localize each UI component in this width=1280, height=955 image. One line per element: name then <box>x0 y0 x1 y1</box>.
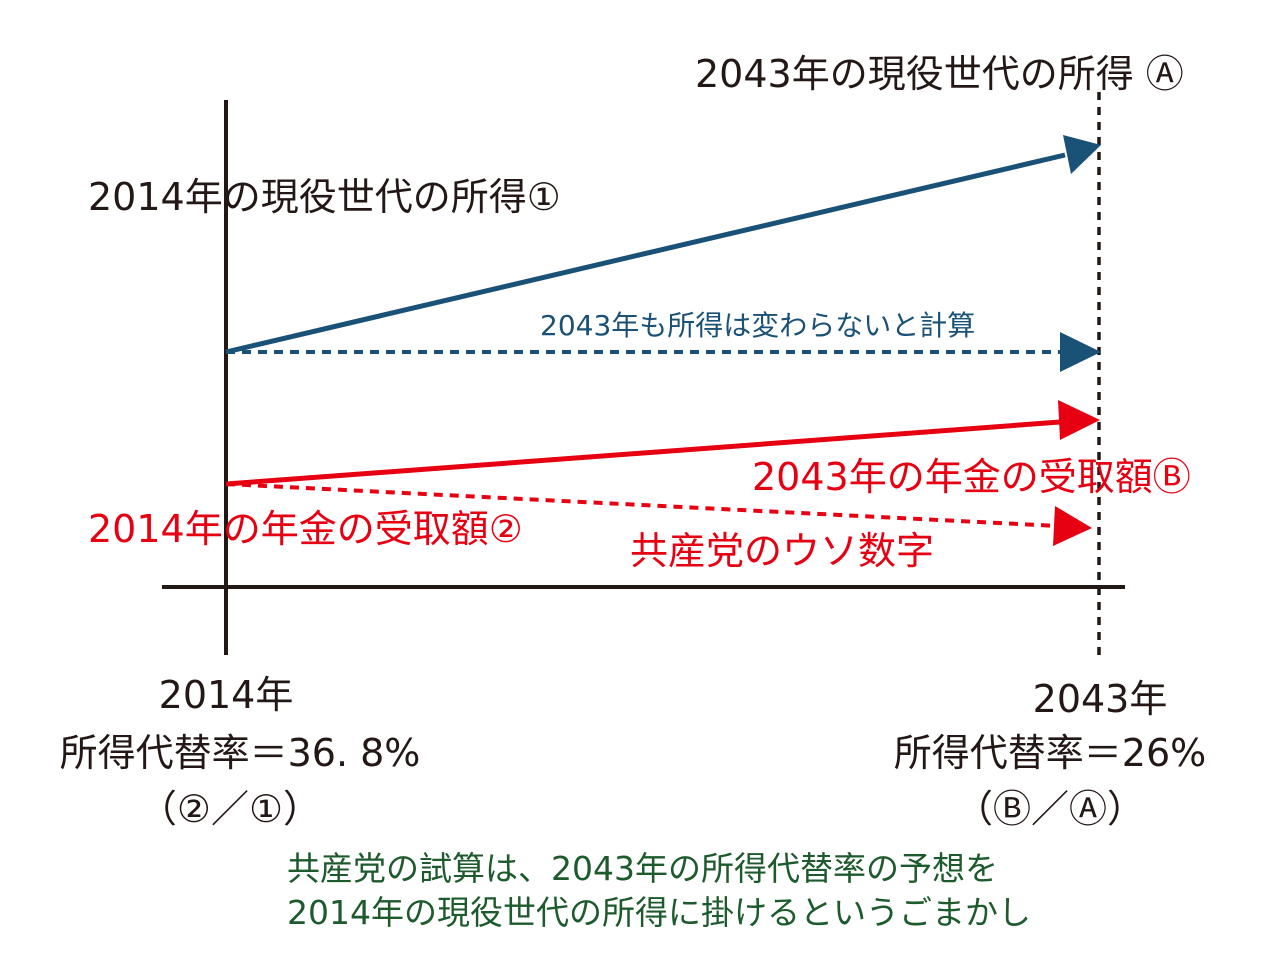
income-flat-arrowhead <box>1060 332 1101 372</box>
pension-rising-line <box>225 419 1061 487</box>
pension-rising-arrowhead <box>1058 400 1100 440</box>
income-rising-arrowhead <box>1063 135 1101 174</box>
label-lie-figure: 共産党のウソ数字 <box>630 529 935 573</box>
left-axis-formula: （②／①） <box>138 787 322 831</box>
label-income-flat: 2043年も所得は変わらないと計算 <box>540 309 976 342</box>
right-axis-year: 2043年 <box>1032 677 1168 721</box>
label-pension-2014: 2014年の年金の受取額② <box>88 507 523 551</box>
footnote-line-2: 2014年の現役世代の所得に掛けるというごまかし <box>287 893 1031 932</box>
pension-falling-arrowhead <box>1053 506 1092 546</box>
income-rising-line <box>225 152 1066 355</box>
label-pension-2043: 2043年の年金の受取額Ⓑ <box>752 455 1191 499</box>
right-axis-rate: 所得代替率＝26% <box>893 731 1207 775</box>
pension-falling-line <box>225 482 1059 528</box>
left-axis-rate: 所得代替率＝36. 8% <box>59 731 421 775</box>
label-income-2043: 2043年の現役世代の所得 Ⓐ <box>695 52 1184 96</box>
left-axis-year: 2014年 <box>158 673 294 717</box>
right-axis-formula: （Ⓑ／Ⓐ） <box>954 787 1145 831</box>
footnote-line-1: 共産党の試算は、2043年の所得代替率の予想を <box>287 849 998 888</box>
label-income-2014: 2014年の現役世代の所得① <box>88 175 561 219</box>
